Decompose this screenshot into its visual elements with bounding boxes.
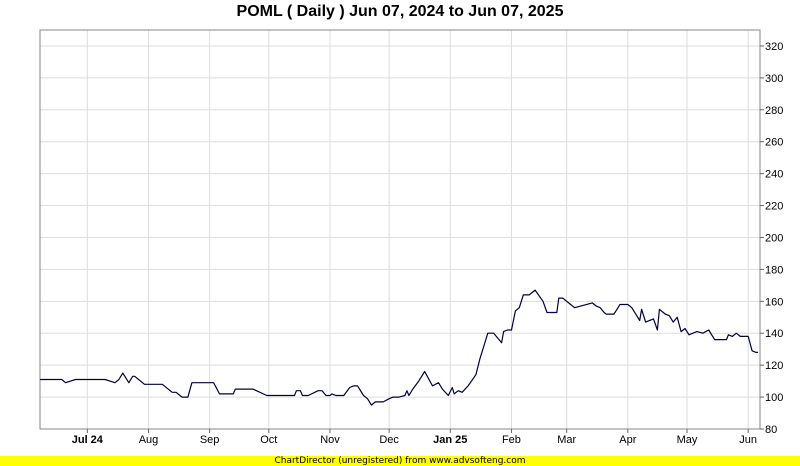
y-tick-label: 160 — [765, 296, 783, 308]
x-tick-label: May — [677, 434, 698, 446]
series-layer — [40, 289, 758, 406]
x-axis: Jul 24 Aug Sep Oct Nov Dec Jan 25 Feb Mar Apr May J… — [72, 429, 757, 446]
x-tick-label: Sep — [200, 434, 220, 446]
x-tick-label: Apr — [619, 434, 636, 446]
y-tick-label: 200 — [765, 232, 783, 244]
y-axis: 80 100 120 140 160 180 200 220 240 260 280 300 320 — [760, 41, 783, 436]
x-tick-label: Jun — [739, 434, 757, 446]
plot-frame — [39, 29, 761, 430]
x-tick-label: Aug — [139, 434, 159, 446]
y-tick-label: 260 — [765, 137, 783, 149]
x-tick-label: Dec — [379, 434, 399, 446]
y-tick-label: 120 — [765, 360, 783, 372]
x-tick-label: Nov — [320, 434, 340, 446]
x-tick-label: Feb — [502, 434, 521, 446]
y-tick-label: 220 — [765, 201, 783, 213]
grid-lines — [40, 30, 760, 429]
x-tick-label: Jul 24 — [72, 434, 104, 446]
y-tick-label: 100 — [765, 392, 783, 404]
y-tick-label: 300 — [765, 73, 783, 85]
x-tick-label: Oct — [260, 434, 277, 446]
y-tick-label: 80 — [765, 424, 777, 436]
y-tick-label: 320 — [765, 41, 783, 53]
price-line — [40, 289, 758, 406]
y-tick-label: 180 — [765, 264, 783, 276]
chart-title: POML ( Daily ) Jun 07, 2024 to Jun 07, 2… — [236, 3, 564, 20]
x-tick-label: Mar — [557, 434, 576, 446]
y-tick-label: 280 — [765, 105, 783, 117]
x-tick-label: Jan 25 — [433, 434, 467, 446]
footer-bar: ChartDirector (unregistered) from www.ad… — [0, 456, 800, 466]
y-tick-label: 240 — [765, 169, 783, 181]
y-tick-label: 140 — [765, 328, 783, 340]
